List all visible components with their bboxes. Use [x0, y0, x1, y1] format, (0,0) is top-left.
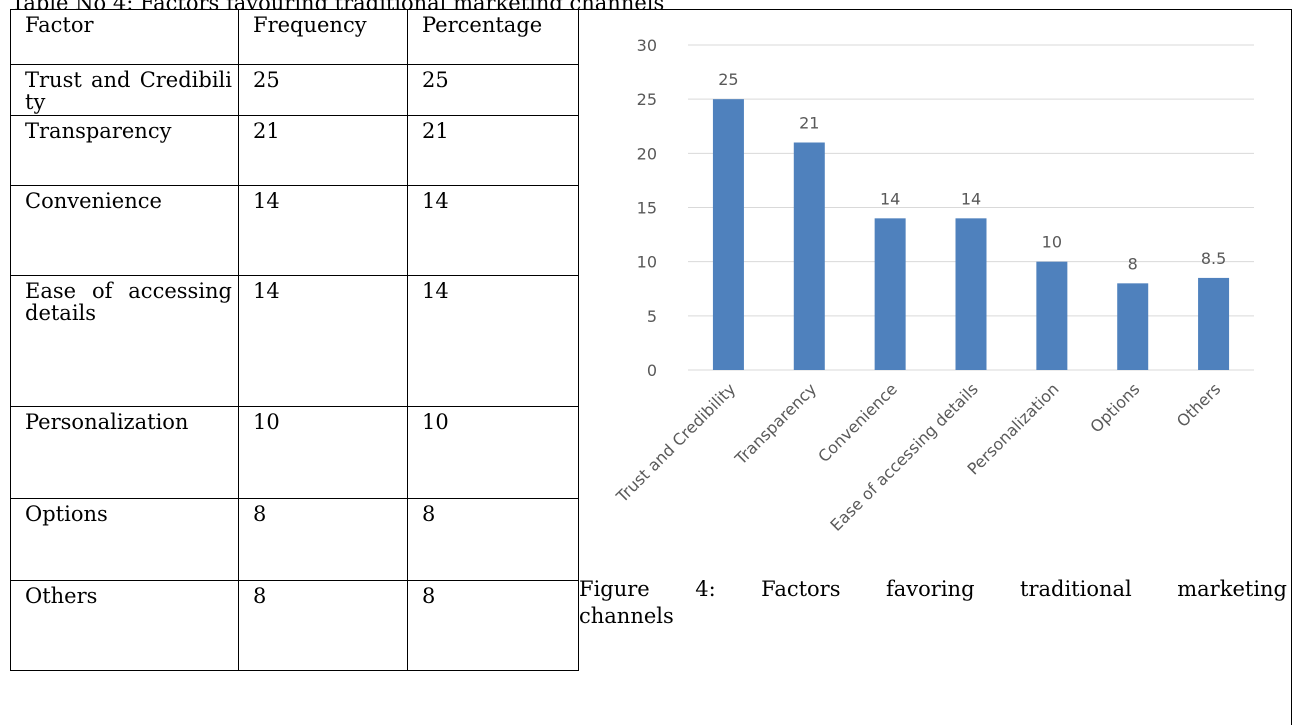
- row-percentage: 25: [407, 64, 579, 116]
- table-caption: Table No 4: Factors favouring traditiona…: [11, 0, 1291, 10]
- row-frequency: 10: [238, 406, 408, 499]
- row-frequency: 14: [238, 185, 408, 276]
- factors-table: Factor Frequency Percentage Trust and Cr…: [10, 9, 579, 671]
- x-tick-label: Trust and Credibility: [612, 379, 739, 506]
- y-tick-label: 15: [637, 199, 657, 218]
- data-label: 21: [799, 114, 819, 133]
- data-label: 8.5: [1201, 249, 1226, 268]
- table-row: Personalization 10 10: [10, 406, 579, 499]
- row-percentage: 14: [407, 275, 579, 407]
- x-tick-label: Ease of accessing details: [826, 379, 981, 534]
- row-percentage: 14: [407, 185, 579, 276]
- data-label: 8: [1128, 254, 1138, 273]
- bar: [874, 218, 906, 370]
- bar: [1198, 277, 1230, 370]
- row-frequency: 8: [238, 580, 408, 671]
- table-row: Trust and Credibility 25 25: [10, 64, 579, 116]
- row-percentage: 21: [407, 115, 579, 186]
- row-percentage: 8: [407, 580, 579, 671]
- table-header-row: Factor Frequency Percentage: [10, 9, 579, 65]
- table-row: Options 8 8: [10, 498, 579, 581]
- row-frequency: 14: [238, 275, 408, 407]
- data-label: 25: [718, 70, 738, 89]
- data-label: 14: [880, 189, 900, 208]
- header-frequency: Frequency: [238, 9, 408, 65]
- bar-chart: 0 5 10 15 20 25 30 25 Trust and Credibility 21 Tra…: [612, 36, 1254, 535]
- y-tick-label: 20: [637, 144, 657, 163]
- figure-caption: Figure 4: Factors favoring traditional m…: [579, 577, 1287, 628]
- row-factor: Trust and Credibility: [10, 64, 239, 116]
- y-tick-label: 0: [647, 361, 657, 380]
- x-tick-label: Convenience: [814, 379, 901, 466]
- y-tick-label: 30: [637, 36, 657, 55]
- row-factor: Convenience: [10, 185, 239, 276]
- y-tick-label: 5: [647, 307, 657, 326]
- row-factor: Personalization: [10, 406, 239, 499]
- bar: [712, 99, 744, 371]
- figure-frame: [578, 9, 1292, 725]
- table-row: Ease of accessing details 14 14: [10, 275, 579, 407]
- x-tick-label: Transparency: [731, 379, 821, 469]
- row-percentage: 8: [407, 498, 579, 581]
- row-percentage: 10: [407, 406, 579, 499]
- row-frequency: 25: [238, 64, 408, 116]
- row-factor: Options: [10, 498, 239, 581]
- x-tick-label: Others: [1173, 379, 1224, 430]
- row-factor: Transparency: [10, 115, 239, 186]
- bar: [793, 142, 825, 370]
- row-factor: Ease of accessing details: [10, 275, 239, 407]
- x-tick-label: Options: [1086, 379, 1143, 436]
- table-row: Convenience 14 14: [10, 185, 579, 276]
- header-percentage: Percentage: [407, 9, 579, 65]
- y-tick-label: 10: [637, 253, 657, 272]
- row-frequency: 21: [238, 115, 408, 186]
- bar: [955, 218, 987, 370]
- data-label: 14: [961, 189, 981, 208]
- bar: [1036, 261, 1068, 370]
- y-tick-label: 25: [637, 90, 657, 109]
- row-factor: Others: [10, 580, 239, 671]
- data-label: 10: [1042, 233, 1062, 252]
- header-factor: Factor: [10, 9, 239, 65]
- bar: [1117, 283, 1149, 370]
- row-frequency: 8: [238, 498, 408, 581]
- table-row: Transparency 21 21: [10, 115, 579, 186]
- table-row: Others 8 8: [10, 580, 579, 671]
